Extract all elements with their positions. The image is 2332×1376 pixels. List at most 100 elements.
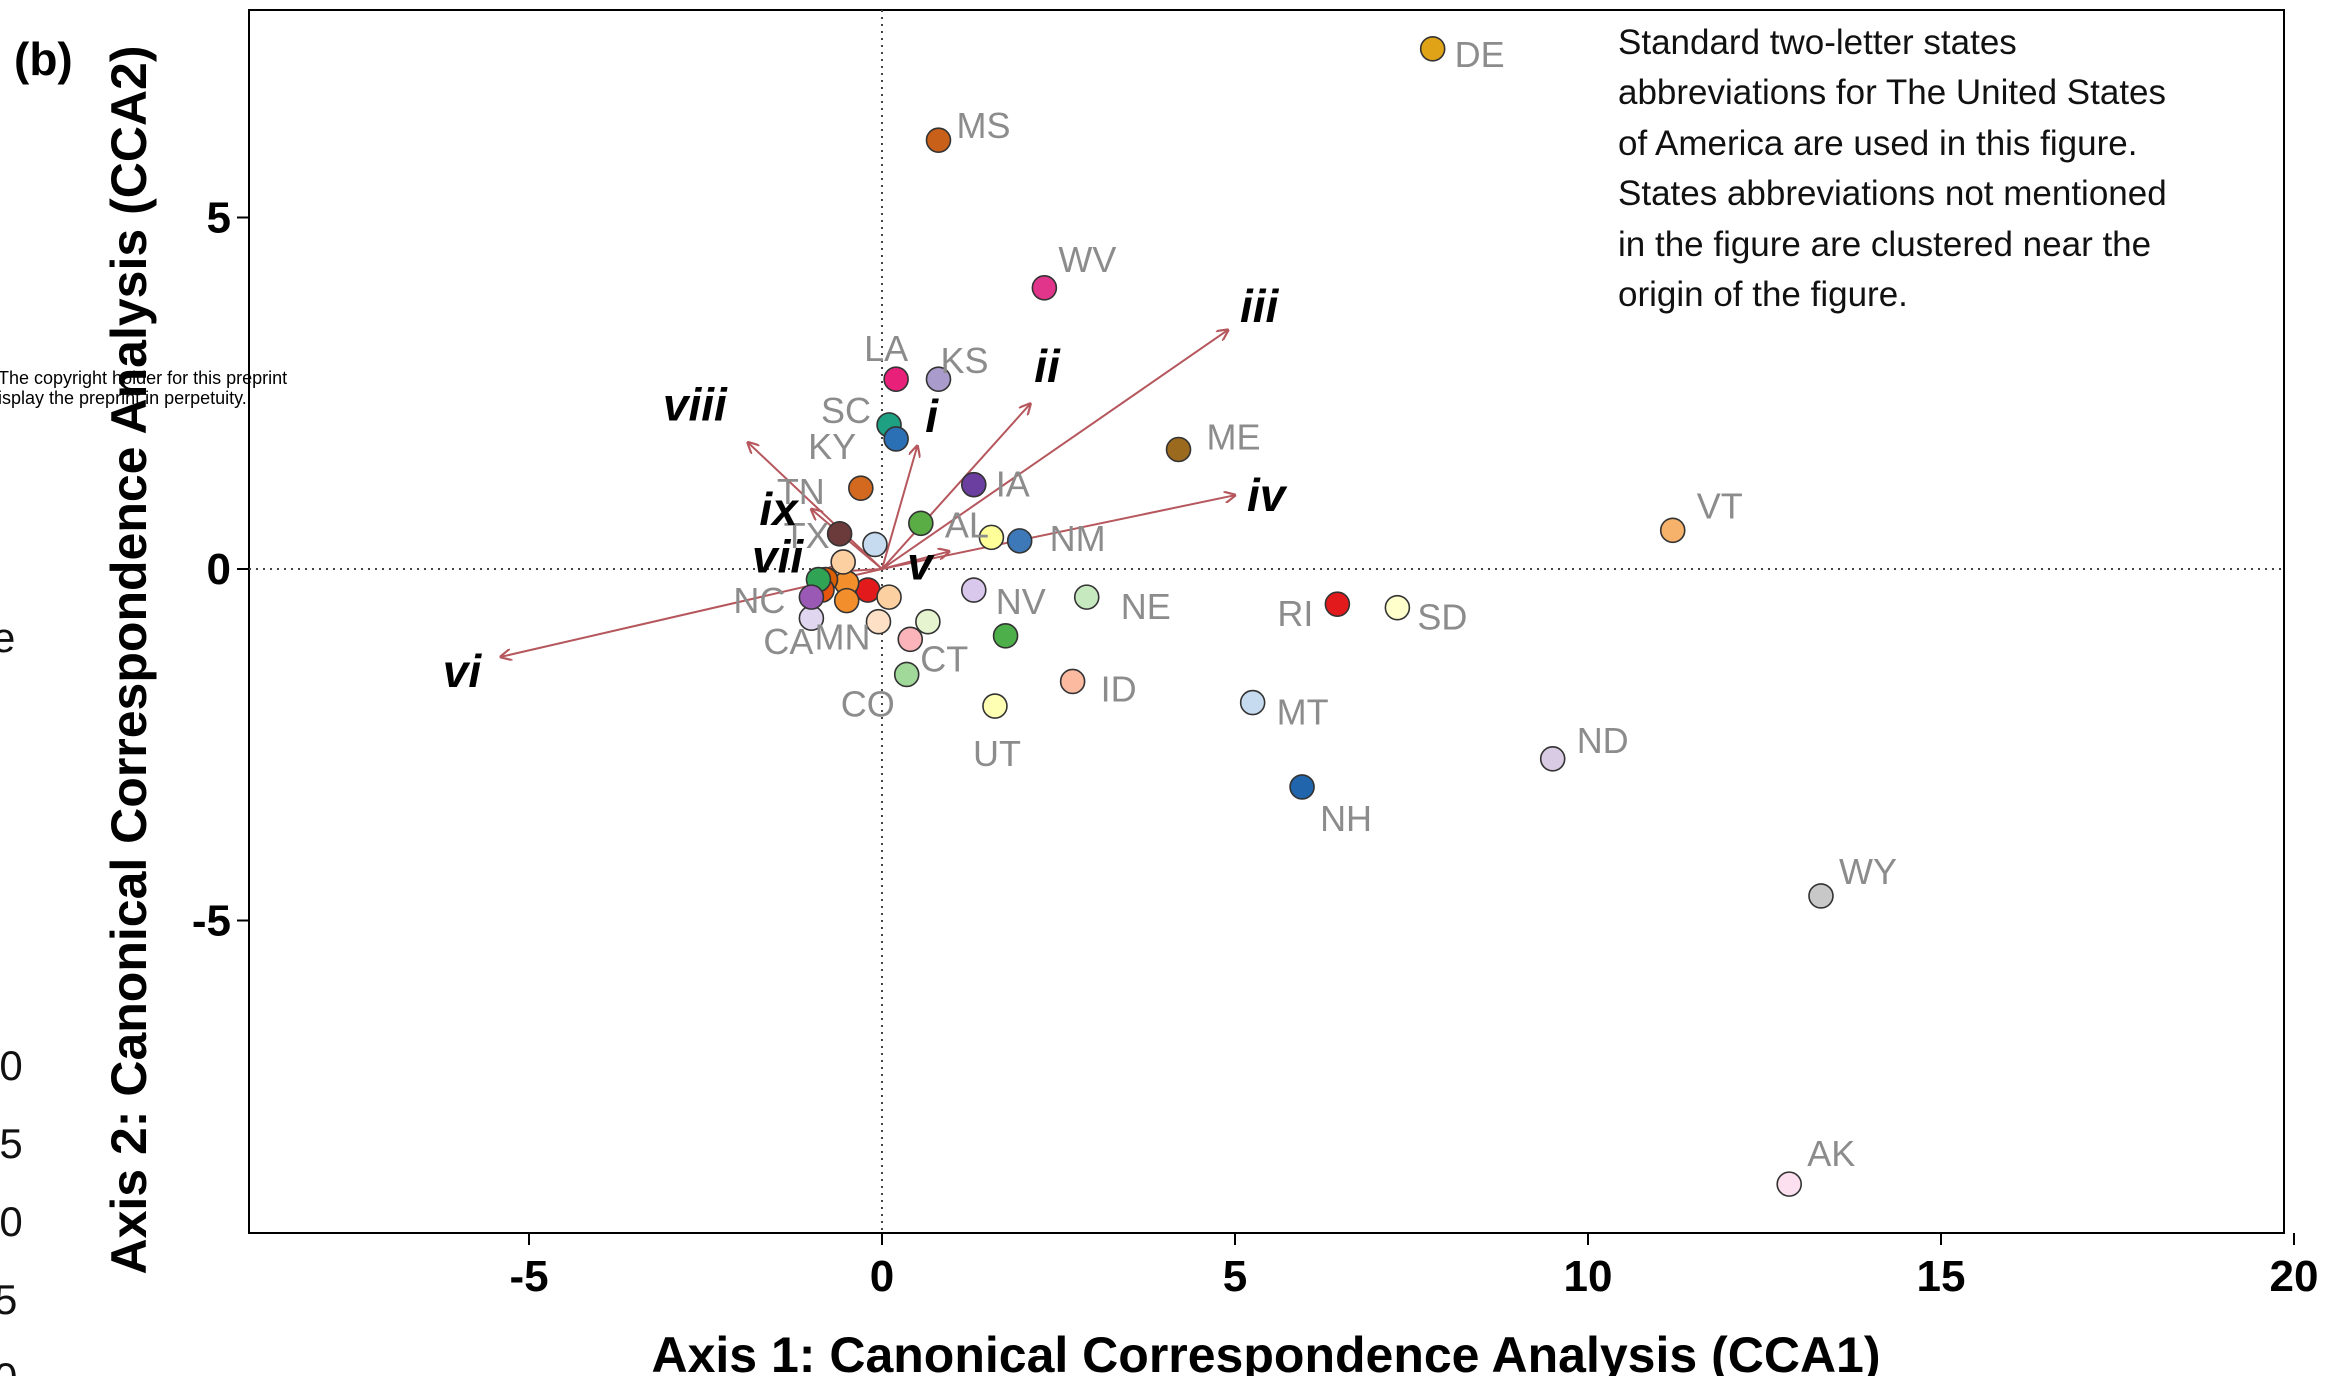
- vector-label-v: v: [907, 537, 935, 589]
- x-tick-label-0: 0: [870, 1252, 894, 1301]
- left-edge-overlay: The copyright holder for this preprint i…: [0, 368, 287, 1376]
- point-ky: [883, 426, 909, 452]
- unlabeled-point-4: [855, 577, 881, 603]
- point-tx: [826, 521, 853, 547]
- panel-label: (b): [14, 33, 73, 85]
- vector-iii: [881, 330, 1228, 570]
- point-de: [1419, 35, 1446, 62]
- state-label-nv: NV: [996, 581, 1046, 622]
- note-line-4: States abbreviations not mentioned: [1618, 174, 2167, 213]
- note-line-5: in the figure are clustered near the: [1618, 225, 2151, 264]
- figure-note: Standard two-letter states abbreviations…: [1618, 23, 2167, 314]
- vector-label-i: i: [925, 390, 939, 442]
- vector-v: [881, 551, 949, 570]
- note-line-2: abbreviations for The United States: [1618, 73, 2166, 112]
- state-label-ia: IA: [996, 464, 1030, 505]
- state-label-sd: SD: [1417, 597, 1467, 638]
- point-vt: [1659, 517, 1686, 544]
- state-label-ut: UT: [973, 733, 1021, 774]
- vector-label-viii: viii: [663, 378, 728, 430]
- point-ne: [1073, 584, 1100, 610]
- point-nh: [1289, 774, 1315, 800]
- x-tick-label-5: -5: [509, 1252, 548, 1301]
- vector-label-ix: ix: [759, 483, 800, 535]
- overlay-edge-letter: e: [0, 614, 15, 661]
- state-label-ak: AK: [1807, 1133, 1855, 1174]
- vector-viii: [748, 442, 883, 570]
- point-wy: [1808, 883, 1834, 909]
- unlabeled-point-10: [830, 549, 856, 575]
- y-axis-title: Axis 2: Canonical Correspondence Analysi…: [101, 45, 157, 1274]
- x-tick-label-15: 15: [1917, 1252, 1966, 1301]
- x-tick-label-5: 5: [1223, 1252, 1247, 1301]
- y-tick-label-5: -5: [192, 897, 231, 946]
- plot-frame: [248, 9, 2285, 1234]
- point-ia: [960, 471, 987, 498]
- point-ks: [925, 366, 952, 392]
- overlay-edge-digit-5: 0: [0, 1354, 17, 1376]
- note-line-3: of America are used in this figure.: [1618, 124, 2137, 163]
- point-ak: [1776, 1171, 1803, 1197]
- vector-label-iv: iv: [1247, 469, 1288, 521]
- point-tn: [848, 475, 874, 501]
- x-axis-title: Axis 1: Canonical Correspondence Analysi…: [651, 1327, 1880, 1376]
- overlay-edge-digit-3: 10: [0, 1198, 23, 1245]
- state-label-ms: MS: [956, 105, 1010, 146]
- state-label-de: DE: [1455, 34, 1505, 75]
- axis-ticks: -5 0 5 10 15 20 5 0 -5: [192, 194, 2319, 1302]
- vector-label-vii: vii: [752, 531, 804, 583]
- point-co: [893, 661, 920, 688]
- overlay-edge-digit-4: 5: [0, 1276, 17, 1323]
- unlabeled-point-12: [862, 531, 888, 558]
- state-label-nh: NH: [1320, 798, 1372, 839]
- state-label-tx: TX: [784, 515, 830, 556]
- reference-lines: [249, 10, 2284, 1233]
- overlay-line-2: isplay the preprint in perpetuity.: [0, 388, 247, 408]
- point-nm: [1006, 528, 1033, 554]
- x-tick-label-20: 20: [2270, 1252, 2319, 1301]
- state-label-sc: SC: [821, 390, 871, 431]
- state-label-la: LA: [864, 328, 908, 369]
- state-label-mt: MT: [1277, 692, 1329, 733]
- state-label-co: CO: [841, 683, 895, 724]
- point-nc: [798, 584, 825, 610]
- overlay-edge-digit-1: 10: [0, 1042, 23, 1089]
- unlabeled-point-5: [876, 584, 902, 610]
- point-id: [1059, 668, 1086, 695]
- point-la: [883, 366, 909, 392]
- state-label-al: AL: [945, 504, 989, 545]
- point-mt: [1239, 689, 1266, 716]
- state-label-wv: WV: [1058, 239, 1116, 280]
- plot-area: [248, 9, 2285, 1234]
- point-me: [1165, 436, 1192, 463]
- state-label-ks: KS: [940, 340, 988, 381]
- point-ct: [897, 626, 924, 653]
- state-label-ky: KY: [808, 426, 856, 467]
- state-label-tn: TN: [777, 471, 825, 512]
- point-nv: [960, 577, 987, 603]
- unlabeled-point-2: [992, 622, 1019, 649]
- vector-label-vi: vi: [443, 645, 483, 697]
- state-label-mn: MN: [814, 617, 870, 658]
- unlabeled-point-3: [978, 524, 1005, 551]
- state-points: [798, 35, 1834, 1197]
- overlay-edge-digit-2: 15: [0, 1120, 23, 1167]
- state-label-ri: RI: [1277, 593, 1313, 634]
- state-label-me: ME: [1207, 416, 1261, 457]
- point-nd: [1539, 746, 1566, 772]
- state-label-ct: CT: [920, 638, 968, 679]
- note-line-1: Standard two-letter states: [1618, 23, 2017, 62]
- state-label-ca: CA: [763, 621, 813, 662]
- state-label-wy: WY: [1839, 851, 1897, 892]
- state-label-ne: NE: [1121, 586, 1171, 627]
- note-line-6: origin of the figure.: [1618, 275, 1908, 314]
- point-ms: [925, 127, 952, 153]
- point-ri: [1324, 591, 1351, 617]
- state-label-nc: NC: [733, 580, 785, 621]
- vector-ii: [881, 404, 1030, 570]
- overlay-line-1: The copyright holder for this preprint: [0, 368, 287, 388]
- point-wv: [1031, 274, 1058, 301]
